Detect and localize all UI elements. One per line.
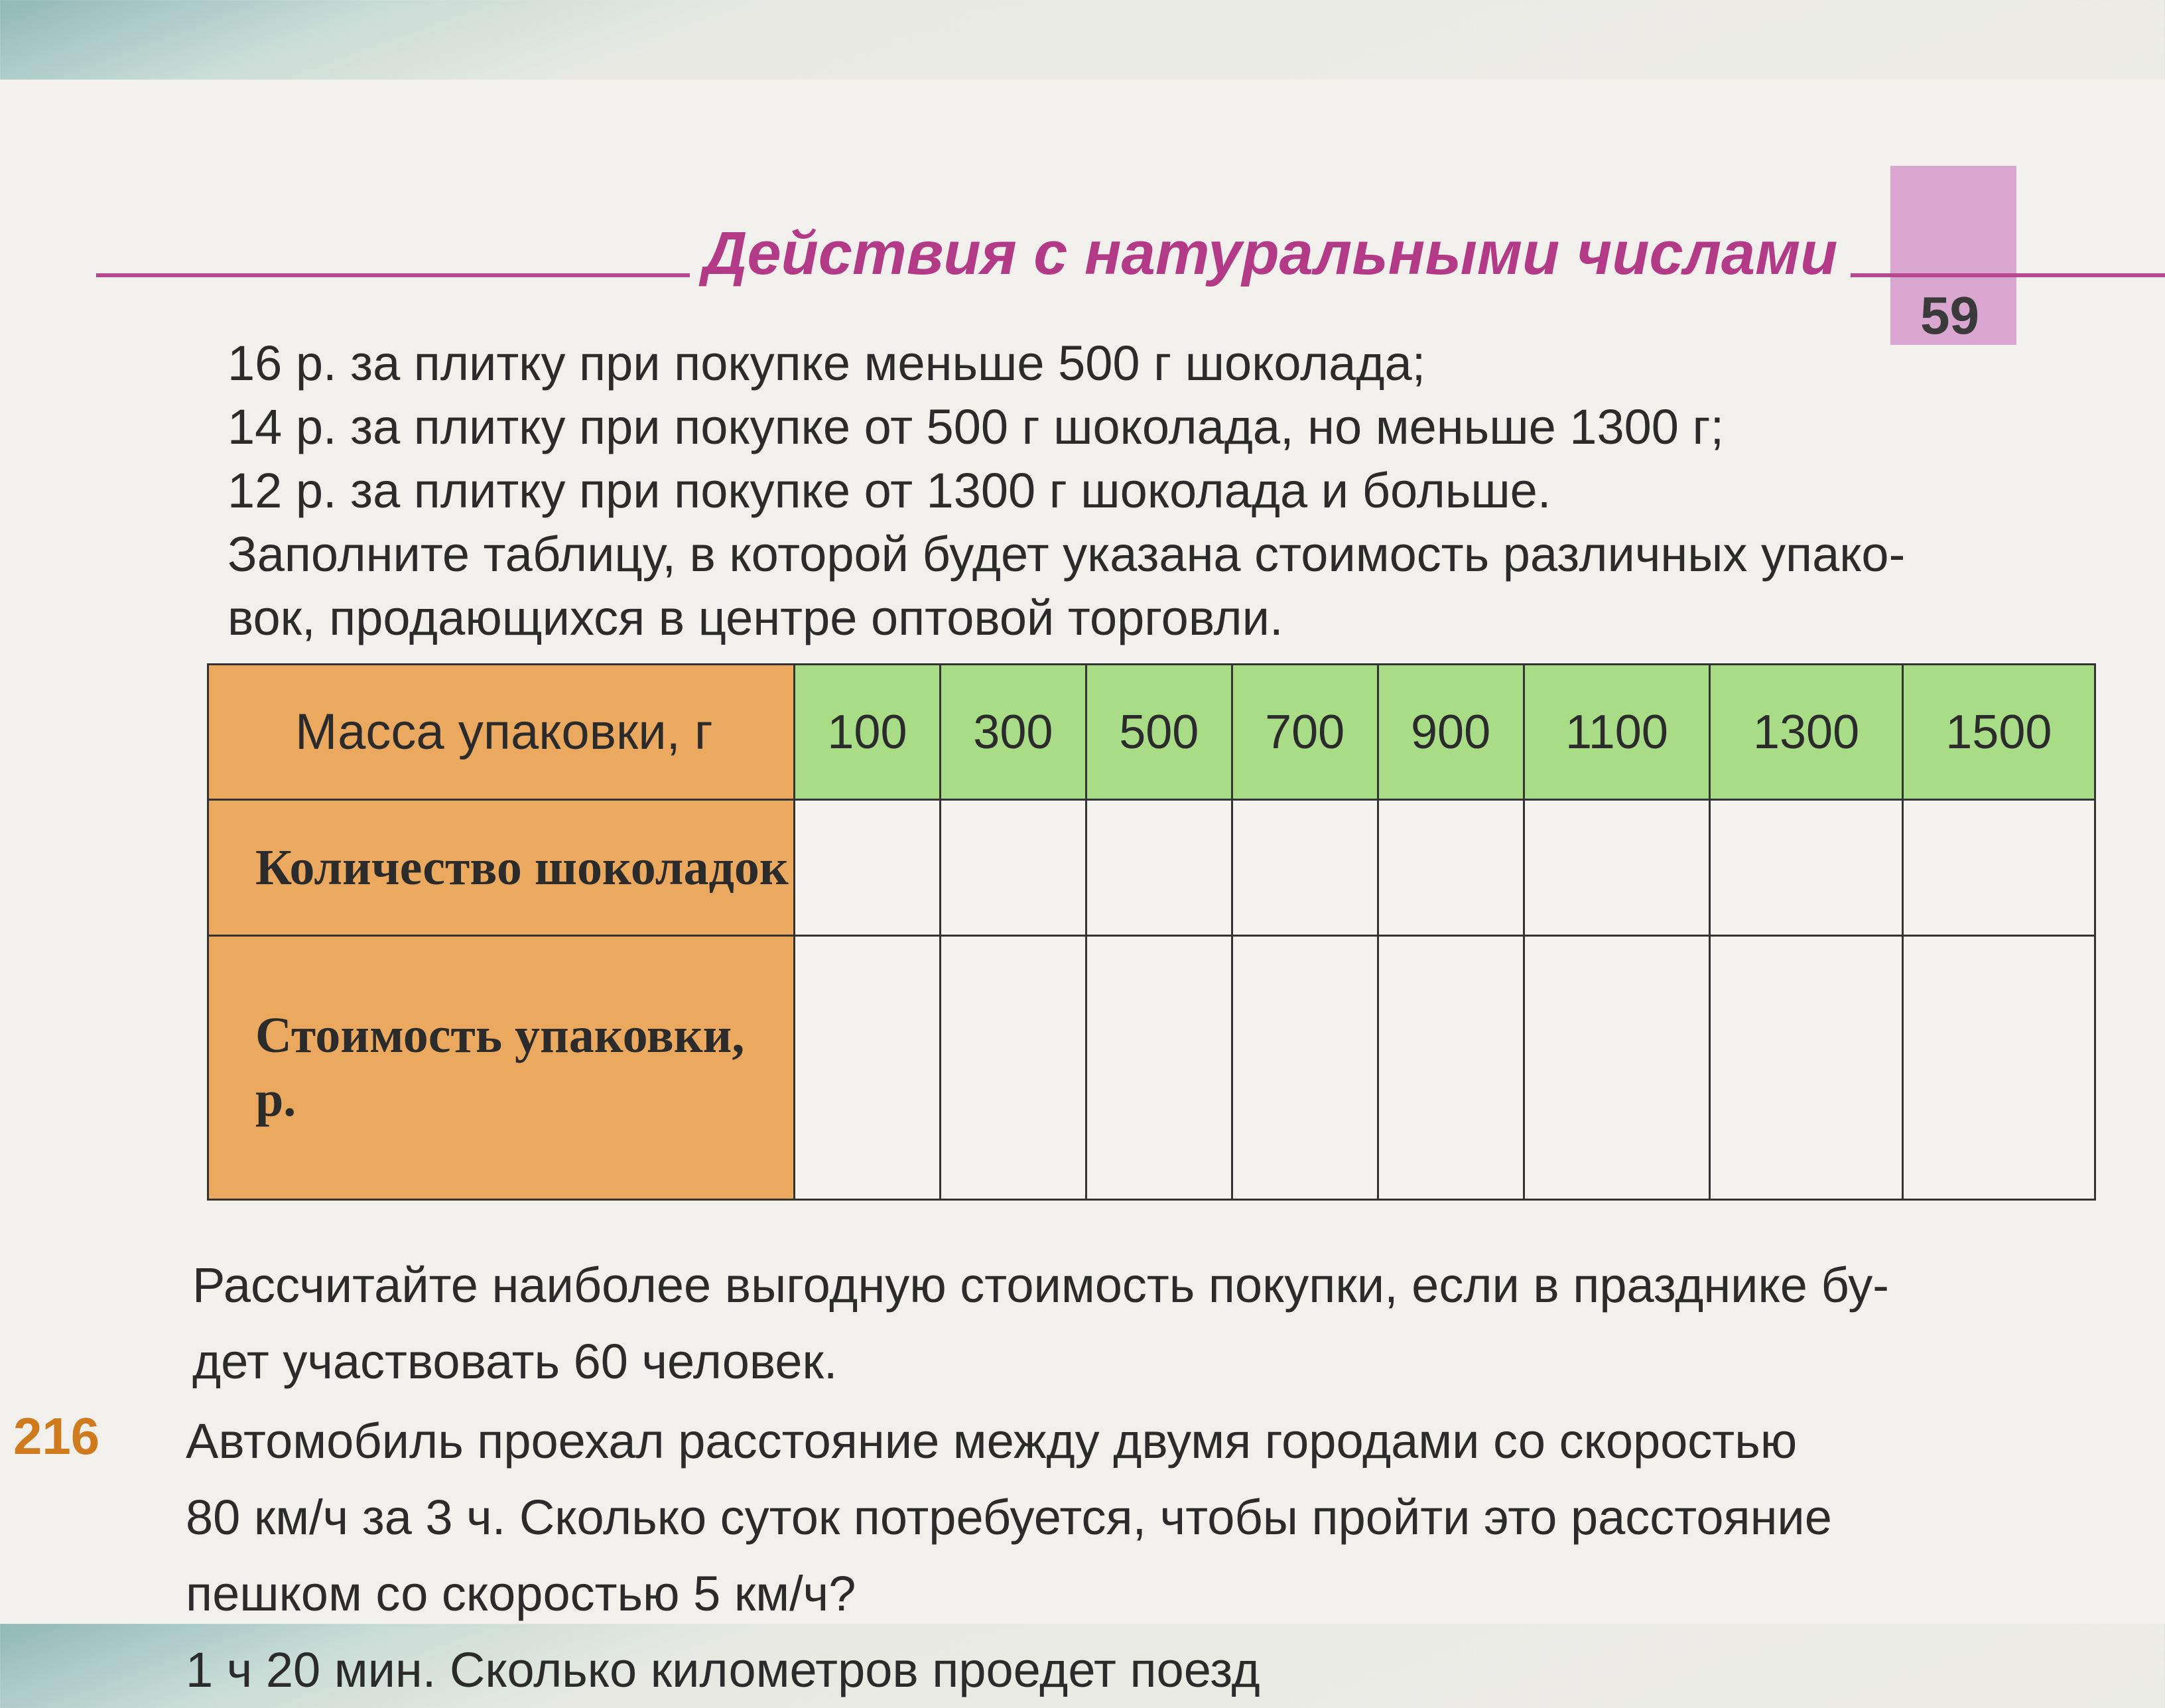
empty-cell bbox=[939, 799, 1087, 937]
text-line: 12 р. за плитку при покупке от 1300 г шо… bbox=[228, 463, 1551, 518]
empty-cell bbox=[1084, 934, 1233, 1201]
header-cell: 1300 bbox=[1709, 663, 1904, 801]
empty-cell bbox=[1522, 799, 1711, 937]
text-line: вок, продающихся в центре оптовой торгов… bbox=[228, 590, 1283, 645]
empty-cell bbox=[1230, 799, 1379, 937]
row-label: Количество шоколадок bbox=[207, 799, 795, 937]
header-cell: 700 bbox=[1230, 663, 1379, 801]
table: Масса упаковки, г 100 300 500 700 900 1100 1300… bbox=[207, 663, 2097, 1201]
empty-cell bbox=[1901, 799, 2097, 937]
empty-cell bbox=[1709, 934, 1904, 1201]
text-line: Автомобиль проехал расстояние между двум… bbox=[186, 1413, 1798, 1469]
header-cell: 100 bbox=[793, 663, 941, 801]
empty-cell bbox=[793, 934, 941, 1201]
empty-cell bbox=[939, 934, 1087, 1201]
row-label: Масса упаковки, г bbox=[207, 663, 795, 801]
table-row: Количество шоколадок bbox=[207, 799, 2097, 937]
text-line: Заполните таблицу, в которой будет указа… bbox=[228, 527, 1906, 582]
text-line: 14 р. за плитку при покупке от 500 г шок… bbox=[228, 399, 1725, 454]
empty-cell bbox=[1901, 934, 2097, 1201]
header-cell: 900 bbox=[1376, 663, 1525, 801]
header-cell: 1100 bbox=[1522, 663, 1711, 801]
empty-cell bbox=[1376, 799, 1525, 937]
intro-text: 16 р. за плитку при покупке меньше 500 г… bbox=[228, 332, 1905, 650]
table-row: Масса упаковки, г 100 300 500 700 900 1100 1300… bbox=[207, 663, 2097, 801]
problem-number: 216 bbox=[13, 1407, 100, 1465]
empty-cell bbox=[1084, 799, 1233, 937]
empty-cell bbox=[1709, 799, 1904, 937]
task-text: Рассчитайте наиболее выгодную стоимость … bbox=[192, 1247, 1889, 1400]
header-cell: 300 bbox=[939, 663, 1087, 801]
empty-cell bbox=[1230, 934, 1379, 1201]
text-line: дет участвовать 60 человек. bbox=[192, 1334, 838, 1389]
problem-text: Автомобиль проехал расстояние между двум… bbox=[186, 1403, 1832, 1708]
text-line: 80 км/ч за 3 ч. Сколько суток потребуетс… bbox=[186, 1490, 1832, 1545]
page-tab bbox=[1890, 166, 2016, 345]
text-line: Рассчитайте наиболее выгодную стоимость … bbox=[192, 1258, 1889, 1313]
empty-cell bbox=[1376, 934, 1525, 1201]
text-line: 1 ч 20 мин. Сколько километров проедет п… bbox=[186, 1642, 1260, 1697]
empty-cell bbox=[793, 799, 941, 937]
table-row: Стоимость упаковки, р. bbox=[207, 934, 2097, 1201]
header-cell: 500 bbox=[1084, 663, 1233, 801]
header-title: Действия с натуральными числами bbox=[690, 219, 1851, 289]
row-label: Стоимость упаковки, р. bbox=[207, 934, 795, 1201]
text-line: 16 р. за плитку при покупке меньше 500 г… bbox=[228, 336, 1426, 391]
header-cell: 1500 bbox=[1901, 663, 2097, 801]
page-number: 59 bbox=[1920, 286, 1979, 345]
empty-cell bbox=[1522, 934, 1711, 1201]
text-line: пешком со скоростью 5 км/ч? bbox=[186, 1566, 856, 1621]
